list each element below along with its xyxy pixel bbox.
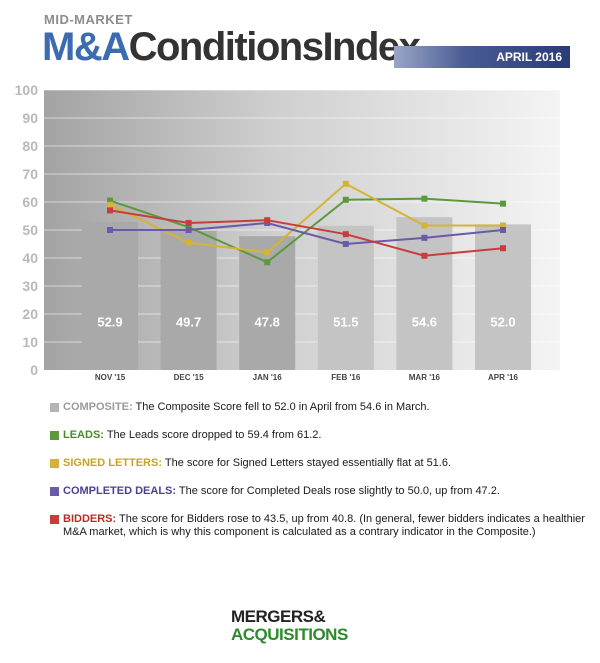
bar-value-label: 54.6 [412,315,437,330]
x-tick-label: JAN '16 [253,373,283,382]
y-tick-label: 70 [22,166,38,182]
legend-name-signed-letters: SIGNED LETTERS: [63,457,163,469]
series-point-signed-letters [500,222,506,229]
composite-bar [239,236,296,370]
y-tick-label: 80 [22,138,38,154]
y-tick-label: 50 [22,222,38,238]
x-tick-label: APR '16 [488,373,518,382]
legend-name-completed-deals: COMPLETED DEALS: [63,485,177,497]
title-part-1: M&A [42,25,130,69]
legend-swatch-leads [50,431,59,440]
series-point-signed-letters [342,180,349,187]
series-point-leads [342,196,349,203]
gridlines [44,89,560,343]
series-point-bidders [500,245,506,252]
series-point-leads [421,195,428,202]
bar-value-label: 52.9 [97,315,122,330]
series-point-leads [500,200,506,207]
y-tick-label: 10 [22,334,38,350]
series-point-completed-deals [500,227,506,233]
y-tick-label: 20 [22,306,38,322]
bar-value-labels: 52.9 49.7 47.8 51.5 54.6 52.0 [97,315,515,330]
series-lines [107,180,506,266]
legend-text-bidders: The score for Bidders rose to 43.5, up f… [63,513,585,538]
series-point-bidders [107,207,113,214]
legend-text-completed-deals: The score for Completed Deals rose sligh… [178,485,500,497]
series-point-signed-letters [107,201,113,208]
y-tick-label: 40 [22,250,38,266]
legend-swatch-bidders [50,515,59,524]
composite-bar [317,225,374,370]
legend-item-composite: COMPOSITE: The Composite Score fell to 5… [50,401,590,414]
series-point-leads [107,197,113,204]
logo-line-1: MERGERS& [231,607,326,626]
legend-swatch-signed-letters [50,459,59,468]
chart-header: MID-MARKET M&AConditionsIndex APRIL 2016 [40,6,570,70]
series-point-bidders [185,220,192,226]
legend-text-composite: The Composite Score fell to 52.0 in Apri… [135,401,430,413]
legend-item-leads: LEADS: The Leads score dropped to 59.4 f… [50,429,590,442]
series-point-bidders [264,217,271,224]
y-tick-label: 90 [22,110,38,126]
series-line-signed-letters [109,182,503,254]
series-point-signed-letters [185,239,192,246]
legend-item-bidders: BIDDERS: The score for Bidders rose to 4… [50,513,590,539]
series-line-bidders [109,209,504,257]
series-point-leads [264,259,271,266]
y-tick-label: 60 [22,194,38,210]
series-line-leads [109,197,504,264]
y-tick-label: 30 [22,278,38,294]
composite-bar [396,217,453,370]
x-tick-label: MAR '16 [409,373,441,382]
legend-swatch-completed-deals [50,487,59,496]
legend-item-completed-deals: COMPLETED DEALS: The score for Completed… [50,485,590,498]
series-point-signed-letters [264,249,271,256]
series-point-completed-deals [342,241,349,247]
x-tick-label: NOV '15 [95,373,126,382]
y-tick-label: 100 [15,82,39,98]
legend-text-leads: The Leads score dropped to 59.4 from 61.… [106,429,322,441]
x-axis-ticks: NOV '15 DEC '15 JAN '16 FEB '16 MAR '16 APR '… [95,373,519,382]
title-part-2: ConditionsIndex [128,25,421,69]
series-point-completed-deals [107,227,113,233]
x-tick-label: DEC '15 [174,373,204,382]
series-point-completed-deals [185,227,192,233]
x-tick-label: FEB '16 [331,373,361,382]
mergers-acquisitions-logo: MERGERS& ACQUISITIONS [231,608,391,644]
y-axis-ticks: 0 10 20 30 40 50 60 70 80 90 100 [15,82,39,378]
legend-name-leads: LEADS: [63,429,104,441]
legend-item-signed-letters: SIGNED LETTERS: The score for Signed Let… [50,457,590,470]
bar-value-label: 47.8 [255,315,280,330]
composite-bars [82,217,531,370]
bar-value-label: 51.5 [333,315,358,330]
chart-title: M&AConditionsIndex [42,24,421,70]
series-point-completed-deals [421,234,428,241]
legend-swatch-composite [50,403,59,412]
header-kicker: MID-MARKET [44,12,133,27]
composite-bar [82,221,138,370]
legend-name-composite: COMPOSITE: [63,401,133,413]
bar-value-label: 49.7 [176,315,201,330]
y-tick-label: 0 [30,362,38,378]
legend-text-signed-letters: The score for Signed Letters stayed esse… [164,457,452,469]
bar-value-label: 52.0 [490,315,515,330]
logo-line-2: ACQUISITIONS [231,625,348,644]
series-point-bidders [342,231,349,238]
series-point-bidders [421,252,428,259]
legend-name-bidders: BIDDERS: [63,513,117,525]
composite-bar [160,230,217,370]
series-point-signed-letters [421,222,428,229]
date-badge: APRIL 2016 [394,46,570,68]
series-line-completed-deals [110,221,504,246]
